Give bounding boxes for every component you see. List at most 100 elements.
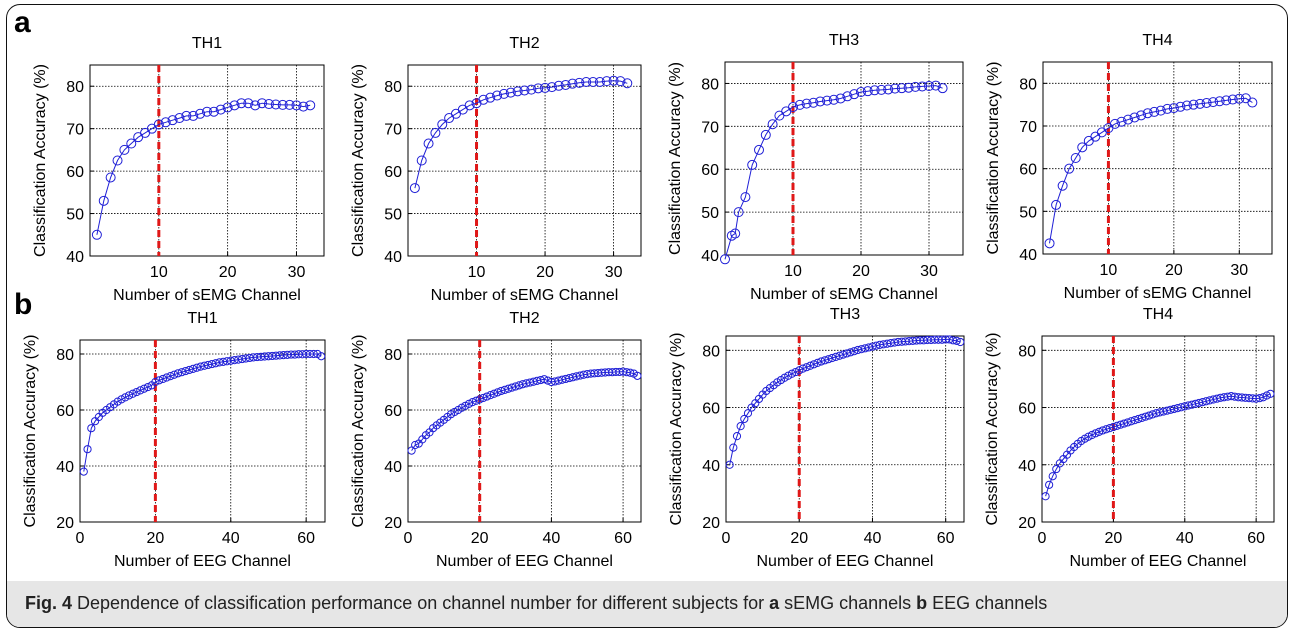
y-tick-label: 60 [56, 403, 74, 420]
data-point [917, 81, 928, 92]
chart-a-th3: 40 50 60 70 80 10 20 30 TH3 Number of sEMG Channe… [667, 32, 964, 303]
data-point [468, 398, 477, 407]
data-point [270, 99, 281, 110]
figure-frame [6, 4, 1288, 628]
x-tick-label: 30 [1230, 262, 1248, 279]
x-tick-label: 40 [1176, 530, 1194, 547]
data-point [798, 364, 807, 373]
data-point [478, 94, 489, 105]
data-point [1045, 480, 1054, 489]
data-point [472, 396, 481, 405]
data-point [743, 409, 753, 418]
data-point [475, 395, 484, 404]
data-point [151, 377, 160, 387]
data-point [1221, 95, 1232, 106]
data-point [1227, 94, 1238, 105]
data-point [498, 88, 509, 99]
data-point [485, 92, 496, 103]
data-point [815, 96, 826, 107]
data-point [1141, 412, 1150, 421]
x-tick-label: 30 [605, 264, 623, 281]
data-point [795, 366, 804, 375]
data-point [588, 76, 599, 87]
plot-area [724, 61, 964, 256]
x-tick-label: 10 [784, 263, 802, 280]
data-point [1137, 413, 1147, 422]
y-tick-label: 70 [701, 119, 719, 136]
y-tick-label: 20 [702, 515, 720, 532]
data-point [1064, 163, 1075, 174]
data-point [177, 368, 186, 377]
caption-text-3: EEG channels [927, 593, 1048, 613]
data-point [1195, 98, 1206, 109]
data-point [956, 337, 965, 347]
series-line [96, 102, 311, 235]
y-axis-label: Classification Accuracy (%) [350, 335, 367, 528]
data-point [298, 101, 309, 112]
data-point [119, 144, 130, 155]
x-tick-label: 0 [1038, 530, 1047, 547]
data-point [229, 100, 240, 111]
data-point [492, 90, 503, 101]
data-point [105, 172, 116, 183]
y-tick-label: 80 [384, 347, 402, 364]
data-point [560, 79, 571, 90]
y-tick-label: 80 [384, 79, 402, 96]
data-point [594, 76, 605, 87]
data-point [890, 83, 900, 94]
data-point [839, 350, 848, 359]
data-point [794, 99, 805, 110]
data-point [1044, 238, 1055, 249]
data-point [505, 87, 516, 98]
data-point [479, 393, 488, 403]
data-point [98, 195, 109, 206]
data-point [1149, 106, 1160, 117]
y-tick-label: 20 [1018, 515, 1036, 532]
data-point [126, 138, 137, 149]
data-point [835, 93, 846, 104]
y-tick-label: 80 [701, 76, 719, 93]
data-point [87, 424, 96, 433]
x-tick-label: 20 [219, 264, 237, 281]
x-tick-label: 20 [1104, 530, 1122, 547]
caption-text-1: Dependence of classification performance… [72, 593, 770, 613]
data-point [407, 446, 416, 455]
data-point [910, 81, 921, 92]
data-point [257, 98, 268, 109]
data-point [736, 422, 745, 431]
data-point [128, 389, 137, 398]
series-line [414, 80, 628, 189]
caption-bar: Fig. 4 Dependence of classification perf… [7, 581, 1287, 627]
data-point [1168, 103, 1179, 114]
data-point [809, 360, 818, 369]
x-axis-label: Number of sEMG Channel [113, 287, 301, 304]
data-point [1188, 99, 1199, 110]
data-point [215, 104, 226, 115]
y-tick-label: 20 [56, 515, 74, 532]
x-tick-label: 0 [76, 530, 85, 547]
data-point [732, 432, 742, 441]
x-axis-label: Number of sEMG Channel [1064, 285, 1252, 302]
data-point [512, 86, 523, 97]
data-point [83, 445, 92, 454]
data-point [1127, 417, 1136, 426]
data-point [196, 362, 205, 371]
data-point [1142, 108, 1153, 119]
data-point [626, 368, 635, 377]
data-point [952, 336, 961, 345]
plot-area [79, 339, 326, 523]
x-tick-label: 60 [937, 530, 955, 547]
y-tick-label: 40 [66, 249, 84, 266]
data-point [1051, 199, 1062, 210]
y-tick-label: 80 [66, 79, 84, 96]
y-axis-label: Classification Accuracy (%) [668, 333, 685, 526]
data-point [856, 87, 866, 98]
data-point [730, 228, 741, 239]
plot-area [407, 64, 642, 257]
data-point [622, 78, 633, 89]
data-point [1208, 97, 1219, 108]
data-point [808, 97, 819, 108]
